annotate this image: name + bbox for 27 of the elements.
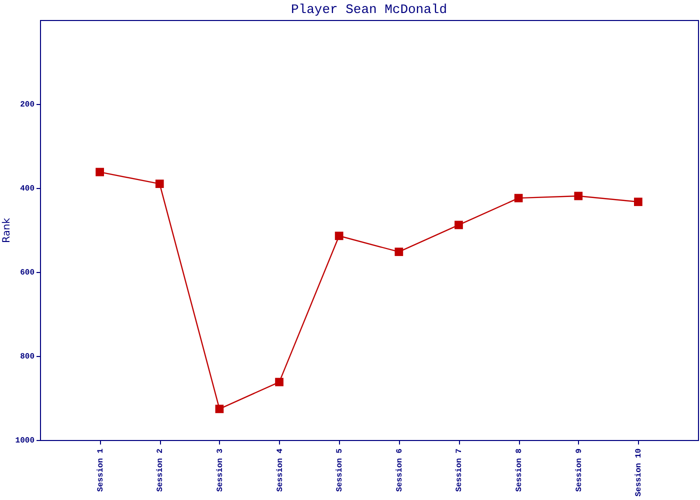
point [454, 220, 463, 230]
y-tick-label: 200 [20, 100, 35, 110]
chart-title: Player Sean McDonald [290, 2, 448, 17]
y-tick-label: 400 [20, 184, 35, 194]
y-tick-label: 600 [20, 268, 35, 278]
x-tick-label: Session 2 [156, 448, 166, 492]
x-tick-label: Session 6 [395, 448, 404, 492]
x-tick-label: Session 3 [216, 448, 225, 492]
point [514, 194, 523, 202]
point [394, 248, 404, 256]
point [574, 192, 583, 200]
x-tick-label: Session 8 [515, 448, 524, 492]
y-tick-label: 1000 [15, 436, 35, 446]
point [96, 168, 104, 176]
point [155, 180, 164, 188]
y-tick-label: 800 [20, 352, 35, 362]
point [334, 232, 344, 240]
point [215, 404, 224, 414]
y-axis-title: Rank [1, 218, 12, 243]
x-tick-label: Session 4 [276, 448, 285, 492]
x-tick-label: Session 5 [336, 448, 345, 492]
x-tick-label: Session 10 [634, 448, 644, 497]
x-tick-label: Session 7 [455, 448, 464, 492]
point [275, 378, 284, 386]
x-tick-label: Session 9 [574, 448, 584, 492]
x-tick-label: Session 1 [96, 448, 106, 492]
point [634, 198, 642, 206]
